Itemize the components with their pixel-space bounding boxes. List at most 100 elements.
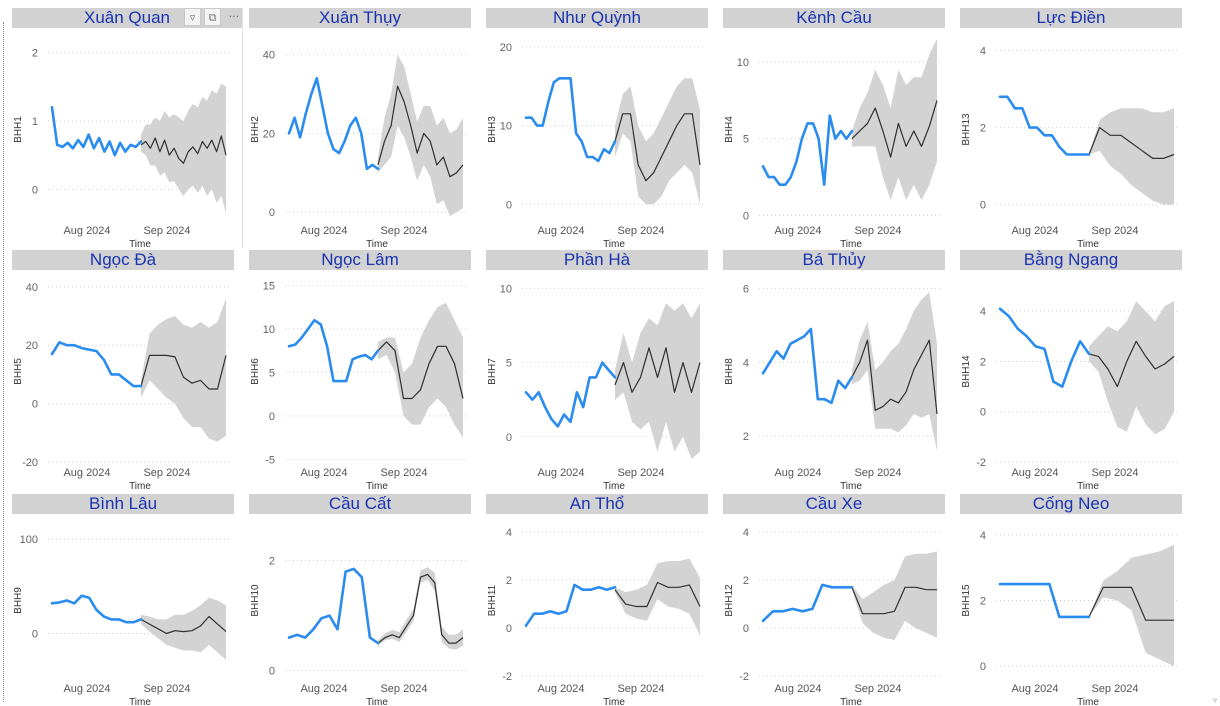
- confidence-band: [378, 567, 463, 650]
- visual-header: ▿ ⧉ ···: [184, 8, 244, 26]
- chart-panel[interactable]: Ngọc Lâm -5 0 5 10 15 BHH6 Aug 2024 Sep 2024 Time: [249, 250, 471, 490]
- y-tick-label: 0: [743, 623, 749, 635]
- y-tick-label: 4: [980, 530, 986, 542]
- y-tick-label: -5: [265, 454, 275, 466]
- chart-panel[interactable]: Như Quỳnh 0 10 20 BHH3 Aug 2024 Sep 2024 Time: [486, 8, 708, 248]
- confidence-band: [615, 303, 700, 459]
- y-tick-label: 2: [743, 431, 749, 443]
- x-tick-label: Sep 2024: [143, 225, 190, 237]
- chart-panel[interactable]: Lực Điền 0 2 4 BHH13 Aug 2024 Sep 2024 Time: [960, 8, 1182, 248]
- y-tick-label: 2: [743, 575, 749, 587]
- chart-panel[interactable]: Xuân Thụy 0 20 40 BHH2 Aug 2024 Sep 2024 Time: [249, 8, 471, 248]
- confidence-band: [852, 551, 937, 640]
- chart-title: Bình Lâu: [12, 494, 234, 514]
- x-tick-label: Aug 2024: [300, 467, 347, 479]
- observed-line: [50, 341, 143, 388]
- chart-svg: 0 1 2 BHH1 Aug 2024 Sep 2024 Time: [13, 48, 230, 248]
- forecast-line: [614, 347, 701, 393]
- x-axis-title: Time: [366, 481, 388, 490]
- chart-title: Lực Điền: [960, 8, 1182, 28]
- forecast-line: [140, 615, 227, 635]
- x-tick-label: Aug 2024: [1011, 467, 1058, 479]
- x-axis-title: Time: [840, 481, 862, 490]
- y-tick-label: 0: [980, 661, 986, 673]
- y-tick-label: 0: [506, 432, 512, 444]
- y-tick-label: 4: [980, 46, 986, 58]
- y-tick-label: 1: [32, 116, 38, 128]
- y-axis-title: BHH13: [961, 113, 972, 146]
- x-axis-title: Time: [1077, 239, 1099, 248]
- x-axis-title: Time: [129, 239, 151, 248]
- x-axis-title: Time: [129, 697, 151, 706]
- forecast-line: [140, 354, 227, 390]
- x-tick-label: Sep 2024: [380, 683, 427, 695]
- confidence-band: [852, 292, 937, 451]
- chart-title: Bá Thủy: [723, 250, 945, 270]
- y-axis-title: BHH10: [250, 584, 261, 617]
- y-tick-label: -2: [739, 671, 749, 683]
- confidence-band: [1089, 108, 1174, 205]
- y-tick-label: 5: [506, 358, 512, 370]
- y-axis-title: BHH11: [487, 584, 498, 616]
- chart-svg: 0 10 20 BHH3 Aug 2024 Sep 2024 Time: [487, 42, 704, 248]
- y-tick-label: 20: [263, 128, 275, 140]
- confidence-band: [1089, 301, 1174, 435]
- forecast-line: [140, 135, 227, 164]
- chart-svg: -5 0 5 10 15 BHH6 Aug 2024 Sep 2024 Time: [250, 280, 467, 490]
- more-options-button[interactable]: ···: [228, 10, 240, 23]
- x-tick-label: Sep 2024: [1091, 225, 1138, 237]
- x-tick-label: Aug 2024: [63, 683, 110, 695]
- y-tick-label: 0: [32, 399, 38, 411]
- chart-title: Ngọc Đà: [12, 250, 234, 270]
- y-tick-label: 20: [26, 340, 38, 352]
- y-tick-label: 2: [980, 356, 986, 368]
- resize-grip-icon[interactable]: ▿: [1212, 696, 1217, 705]
- chart-panel[interactable]: Cầu Xe -2 0 2 4 BHH12 Aug 2024 Sep 2024 Time: [723, 494, 945, 706]
- x-tick-label: Aug 2024: [774, 225, 821, 237]
- y-tick-label: 10: [263, 324, 275, 336]
- chart-svg: -2 0 2 4 BHH12 Aug 2024 Sep 2024 Time: [724, 527, 941, 706]
- chart-title: Phần Hà: [486, 250, 708, 270]
- chart-svg: 0 2 4 BHH15 Aug 2024 Sep 2024 Time: [961, 530, 1178, 706]
- chart-svg: -2 0 2 4 BHH11 Aug 2024 Sep 2024 Time: [487, 527, 704, 706]
- observed-line: [998, 307, 1091, 388]
- chart-panel[interactable]: Kênh Cầu 0 5 10 BHH4 Aug 2024 Sep 2024 Time: [723, 8, 945, 248]
- chart-panel[interactable]: Bằng Ngang -2 0 2 4 BHH14 Aug 2024 Sep 2024 Time: [960, 250, 1182, 490]
- chart-title: Cầu Xe: [723, 494, 945, 514]
- chart-panel[interactable]: Xuân Quan 0 1 2 BHH1 Aug 2024 Sep 2024 Time: [12, 8, 243, 248]
- confidence-band: [378, 54, 463, 217]
- chart-svg: 0 5 10 BHH4 Aug 2024 Sep 2024 Time: [724, 39, 941, 248]
- y-tick-label: 0: [32, 629, 38, 641]
- y-axis-title: BHH4: [724, 116, 735, 143]
- observed-line: [287, 567, 380, 645]
- y-tick-label: 0: [269, 411, 275, 423]
- y-tick-label: 0: [269, 666, 275, 678]
- confidence-band: [615, 558, 700, 636]
- y-tick-label: 5: [269, 367, 275, 379]
- x-axis-title: Time: [1077, 481, 1099, 490]
- x-tick-label: Sep 2024: [1091, 683, 1138, 695]
- chart-panel[interactable]: Phần Hà 0 5 10 BHH7 Aug 2024 Sep 2024 Time: [486, 250, 708, 490]
- filter-icon[interactable]: ▿: [184, 8, 201, 26]
- x-tick-label: Sep 2024: [617, 225, 664, 237]
- chart-panel[interactable]: Ngọc Đà -20 0 20 40 BHH5 Aug 2024 Sep 2024 Time: [12, 250, 234, 490]
- y-axis-title: BHH9: [13, 587, 24, 614]
- chart-panel[interactable]: An Thổ -2 0 2 4 BHH11 Aug 2024 Sep 2024 Time: [486, 494, 708, 706]
- chart-panel[interactable]: Cống Neo 0 2 4 BHH15 Aug 2024 Sep 2024 Time: [960, 494, 1182, 706]
- x-axis-title: Time: [603, 481, 625, 490]
- confidence-band: [852, 39, 937, 201]
- x-tick-label: Aug 2024: [774, 467, 821, 479]
- y-tick-label: 40: [263, 50, 275, 62]
- focus-mode-icon[interactable]: ⧉: [204, 8, 221, 26]
- chart-title: Cầu Cất: [249, 494, 471, 514]
- chart-panel[interactable]: Cầu Cất 0 2 BHH10 Aug 2024 Sep 2024 Time: [249, 494, 471, 706]
- chart-panel[interactable]: Bình Lâu 0 100 BHH9 Aug 2024 Sep 2024 Time: [12, 494, 234, 706]
- x-tick-label: Aug 2024: [63, 467, 110, 479]
- chart-svg: 0 100 BHH9 Aug 2024 Sep 2024 Time: [13, 534, 230, 706]
- chart-title: An Thổ: [486, 494, 708, 514]
- x-tick-label: Sep 2024: [617, 683, 664, 695]
- chart-panel[interactable]: Bá Thủy 2 4 6 BHH8 Aug 2024 Sep 2024 Time: [723, 250, 945, 490]
- y-tick-label: 10: [500, 283, 512, 295]
- y-axis-title: BHH1: [13, 116, 24, 143]
- observed-line: [524, 361, 617, 428]
